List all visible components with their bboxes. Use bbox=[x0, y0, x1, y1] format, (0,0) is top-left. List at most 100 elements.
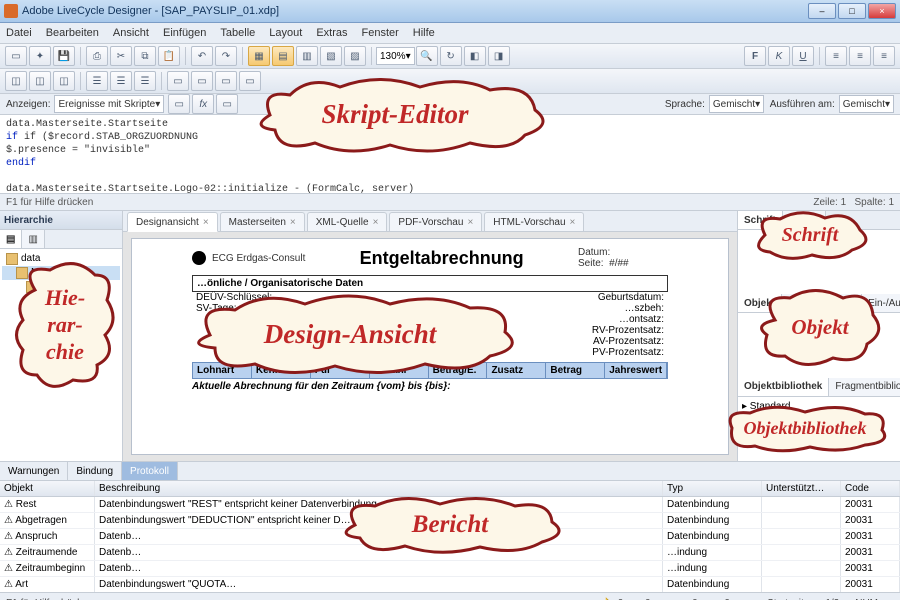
menu-hilfe[interactable]: Hilfe bbox=[413, 27, 435, 39]
t2-c-icon[interactable]: ◫ bbox=[53, 71, 75, 91]
copy-icon[interactable]: ⧉ bbox=[134, 46, 156, 66]
fx-icon[interactable]: fx bbox=[192, 94, 214, 114]
runat-combo[interactable]: Gemischt ▾ bbox=[839, 95, 894, 113]
hierarchy-tab[interactable]: ▤ bbox=[0, 230, 22, 248]
align-center-icon[interactable]: ≡ bbox=[849, 46, 871, 66]
lang-combo[interactable]: Gemischt ▾ bbox=[709, 95, 764, 113]
italic-icon[interactable]: K bbox=[768, 46, 790, 66]
align-left-icon[interactable]: ≡ bbox=[825, 46, 847, 66]
undo-icon[interactable]: ↶ bbox=[191, 46, 213, 66]
t2-j-icon[interactable]: ▭ bbox=[239, 71, 261, 91]
objekt-tabs-3[interactable]: Ein-/Ausgabehilfe bbox=[862, 294, 900, 312]
bold-icon[interactable]: F bbox=[744, 46, 766, 66]
script-tool1-icon[interactable]: ▭ bbox=[168, 94, 190, 114]
grid2-icon[interactable]: ▤ bbox=[272, 46, 294, 66]
t2-h-icon[interactable]: ▭ bbox=[191, 71, 213, 91]
grid1-icon[interactable]: ▦ bbox=[248, 46, 270, 66]
schrift-tabs-1[interactable]: Absatz bbox=[783, 211, 827, 229]
report-row[interactable]: ⚠ RestDatenbindungswert "REST" entsprich… bbox=[0, 497, 900, 513]
tab-masterseiten[interactable]: Masterseiten× bbox=[220, 212, 305, 231]
lib-tabs-0[interactable]: Objektbibliothek bbox=[738, 378, 829, 396]
grid3-icon[interactable]: ▥ bbox=[296, 46, 318, 66]
tab-designansicht[interactable]: Designansicht× bbox=[127, 212, 218, 232]
menu-bearbeiten[interactable]: Bearbeiten bbox=[46, 27, 99, 39]
print-icon[interactable]: ⎙ bbox=[86, 46, 108, 66]
report-row[interactable]: ⚠ ZeitraumbeginnDatenb……indung20031 bbox=[0, 561, 900, 577]
col-label: Spalte: bbox=[855, 197, 886, 208]
table-header: LohnartKennz.FürAnzahlBetrag/E.ZusatzBet… bbox=[192, 362, 668, 379]
tool-b-icon[interactable]: ◨ bbox=[488, 46, 510, 66]
field-row: PV-Prozentsatz: bbox=[430, 347, 668, 358]
help-hint: F1 für Hilfe drücken bbox=[6, 197, 93, 208]
paste-icon[interactable]: 📋 bbox=[158, 46, 180, 66]
tree-node[interactable]: Masterseit bbox=[2, 266, 120, 280]
tab-html-vorschau[interactable]: HTML-Vorschau× bbox=[484, 212, 584, 231]
menu-fenster[interactable]: Fenster bbox=[362, 27, 399, 39]
objekt-panel bbox=[738, 313, 900, 377]
lib-item[interactable]: ▸ Standard bbox=[742, 401, 896, 412]
lib-tabs-1[interactable]: Fragmentbibliothek bbox=[829, 378, 900, 396]
tree-node[interactable]: Line1 bbox=[2, 280, 120, 294]
underline-icon[interactable]: U bbox=[792, 46, 814, 66]
objekt-tabs-2[interactable]: Rand bbox=[825, 294, 862, 312]
table-note: Aktuelle Abrechnung für den Zeitraum {vo… bbox=[192, 381, 668, 392]
t2-a-icon[interactable]: ◫ bbox=[5, 71, 27, 91]
show-combo[interactable]: Ereignisse mit Skripte ▾ bbox=[54, 95, 164, 113]
grid4-icon[interactable]: ▧ bbox=[320, 46, 342, 66]
menu-extras[interactable]: Extras bbox=[316, 27, 347, 39]
minimize-button[interactable]: – bbox=[808, 3, 836, 19]
window-title: Adobe LiveCycle Designer - [SAP_PAYSLIP_… bbox=[22, 5, 806, 17]
t2-f-icon[interactable]: ☰ bbox=[134, 71, 156, 91]
t2-b-icon[interactable]: ◫ bbox=[29, 71, 51, 91]
refresh-icon[interactable]: ↻ bbox=[440, 46, 462, 66]
tree-node[interactable]: data bbox=[2, 252, 120, 266]
menu-einfügen[interactable]: Einfügen bbox=[163, 27, 206, 39]
section-header: …önliche / Organisatorische Daten bbox=[192, 275, 668, 292]
date-label: Datum: bbox=[578, 247, 610, 258]
align-right-icon[interactable]: ≡ bbox=[873, 46, 895, 66]
schrift-tabs-0[interactable]: Schrift bbox=[738, 211, 783, 229]
tab-pdf-vorschau[interactable]: PDF-Vorschau× bbox=[389, 212, 482, 231]
save-icon[interactable]: 💾 bbox=[53, 46, 75, 66]
report-tab-warnungen[interactable]: Warnungen bbox=[0, 462, 68, 480]
zoom-combo[interactable]: 130% ▾ bbox=[376, 47, 415, 65]
lang-label: Sprache: bbox=[665, 99, 705, 110]
script-editor[interactable]: data.Masterseite.Startseite if if ($reco… bbox=[0, 115, 900, 194]
tab-xml-quelle[interactable]: XML-Quelle× bbox=[307, 212, 388, 231]
field-row: RV-Prozentsatz: bbox=[430, 325, 668, 336]
report-row[interactable]: ⚠ AnspruchDatenb…Datenbindung20031 bbox=[0, 529, 900, 545]
hierarchy-tab2[interactable]: ▥ bbox=[22, 230, 44, 248]
t2-g-icon[interactable]: ▭ bbox=[167, 71, 189, 91]
document-tabs: Designansicht×Masterseiten×XML-Quelle×PD… bbox=[123, 211, 737, 232]
maximize-button[interactable]: □ bbox=[838, 3, 866, 19]
menu-layout[interactable]: Layout bbox=[269, 27, 302, 39]
close-button[interactable]: × bbox=[868, 3, 896, 19]
cut-icon[interactable]: ✂ bbox=[110, 46, 132, 66]
objekt-tabs-1[interactable]: Layout bbox=[782, 294, 825, 312]
menu-tabelle[interactable]: Tabelle bbox=[220, 27, 255, 39]
report-row[interactable]: ⚠ ArtDatenbindungswert "QUOTA…Datenbindu… bbox=[0, 577, 900, 592]
report-tab-protokoll[interactable]: Protokoll bbox=[122, 462, 178, 480]
menu-datei[interactable]: Datei bbox=[6, 27, 32, 39]
lib-item[interactable]: ▸ E-Mail-Senden-Schaltfläche bbox=[742, 412, 896, 423]
objekt-tabs-0[interactable]: Objekt bbox=[738, 294, 782, 312]
field-row: …ontsatz: bbox=[430, 314, 668, 325]
show-label: Anzeigen: bbox=[6, 99, 50, 110]
zoom-tool-icon[interactable]: 🔍 bbox=[416, 46, 438, 66]
tool-a-icon[interactable]: ◧ bbox=[464, 46, 486, 66]
report-tab-bindung[interactable]: Bindung bbox=[68, 462, 122, 480]
open-icon[interactable]: ✦ bbox=[29, 46, 51, 66]
t2-d-icon[interactable]: ☰ bbox=[86, 71, 108, 91]
menu-ansicht[interactable]: Ansicht bbox=[113, 27, 149, 39]
script-tool2-icon[interactable]: ▭ bbox=[216, 94, 238, 114]
report-row[interactable]: ⚠ ZeitraumendeDatenb……indung20031 bbox=[0, 545, 900, 561]
t2-e-icon[interactable]: ☰ bbox=[110, 71, 132, 91]
hierarchy-tree[interactable]: dataMasterseitLine1 bbox=[0, 249, 122, 461]
new-icon[interactable]: ▭ bbox=[5, 46, 27, 66]
grid5-icon[interactable]: ▨ bbox=[344, 46, 366, 66]
design-canvas[interactable]: ECG Erdgas-Consult Entgeltabrechnung Dat… bbox=[131, 238, 729, 455]
redo-icon[interactable]: ↷ bbox=[215, 46, 237, 66]
t2-i-icon[interactable]: ▭ bbox=[215, 71, 237, 91]
report-row[interactable]: ⚠ AbgetragenDatenbindungswert "DEDUCTION… bbox=[0, 513, 900, 529]
doc-headline: Entgeltabrechnung bbox=[305, 248, 578, 269]
